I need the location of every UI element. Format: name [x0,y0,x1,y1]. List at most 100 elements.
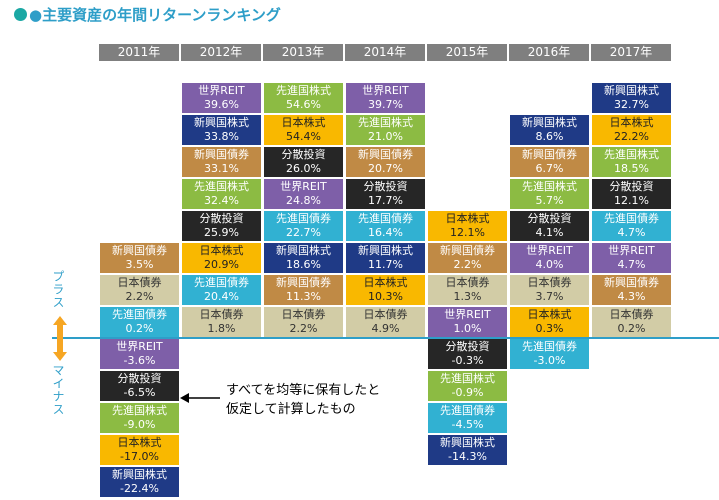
cell-asset-label: 先進国債券 [112,308,167,321]
left-arrow-icon [180,393,220,403]
cell-value-label: 18.5% [614,162,649,175]
cell-0-neg-1: 分散投資 -6.5% [99,370,180,402]
cell-0-pos-1: 日本債券 2.2% [99,274,180,306]
cell-asset-label: 分散投資 [363,180,408,193]
cell-asset-label: 日本債券 [117,276,162,289]
cell-value-label: 2.2% [453,258,482,271]
cell-0-neg-4: 新興国株式 -22.4% [99,466,180,498]
cell-value-label: 25.9% [204,226,239,239]
cell-asset-label: 分散投資 [117,372,162,385]
cell-asset-label: 世界REIT [116,340,163,353]
cell-asset-label: 日本債券 [527,276,572,289]
minus-label: マイナス [51,364,65,416]
cell-value-label: -0.3% [451,354,484,367]
cell-value-label: 21.0% [368,130,403,143]
cell-value-label: 5.7% [535,194,564,207]
cell-asset-label: 新興国株式 [522,116,577,129]
cell-asset-label: 新興国株式 [604,84,659,97]
cell-value-label: 16.4% [368,226,403,239]
cell-asset-label: 日本株式 [117,436,162,449]
cell-value-label: 1.0% [453,322,482,335]
cell-1-pos-6: 先進国債券 20.4% [181,274,262,306]
cell-value-label: 54.4% [286,130,321,143]
cell-value-label: 4.7% [617,258,646,271]
cell-asset-label: 日本株式 [609,116,654,129]
cell-6-pos-4: 先進国債券 4.7% [591,210,672,242]
cell-value-label: 32.4% [204,194,239,207]
cell-value-label: 1.3% [453,290,482,303]
cell-value-label: 8.6% [535,130,564,143]
cell-asset-label: 先進国債券 [276,212,331,225]
cell-6-pos-6: 新興国債券 4.3% [591,274,672,306]
cell-6-pos-0: 新興国株式 32.7% [591,82,672,114]
cell-1-pos-0: 世界REIT 39.6% [181,82,262,114]
cell-asset-label: 日本株式 [445,212,490,225]
cell-3-pos-6: 日本株式 10.3% [345,274,426,306]
title-text: ●主要資産の年間リターンランキング [29,6,281,24]
cell-asset-label: 分散投資 [527,212,572,225]
column-header-4: 2015年 [427,44,507,61]
cell-3-pos-0: 世界REIT 39.7% [345,82,426,114]
plus-label: プラス [51,270,65,309]
cell-value-label: 22.2% [614,130,649,143]
column-header-2: 2013年 [263,44,343,61]
cell-value-label: 24.8% [286,194,321,207]
cell-value-label: 54.6% [286,98,321,111]
cell-asset-label: 先進国債券 [358,212,413,225]
cell-3-pos-1: 先進国株式 21.0% [345,114,426,146]
cell-asset-label: 新興国債券 [276,276,331,289]
cell-0-neg-0: 世界REIT -3.6% [99,338,180,370]
cell-6-pos-3: 分散投資 12.1% [591,178,672,210]
cell-value-label: 10.3% [368,290,403,303]
cell-value-label: -14.3% [448,450,487,463]
cell-asset-label: 日本債券 [281,308,326,321]
cell-asset-label: 先進国株式 [604,148,659,161]
cell-asset-label: 先進国株式 [440,372,495,385]
cell-asset-label: 新興国債券 [604,276,659,289]
annotation-line-1: すべてを均等に保有したと [226,383,381,398]
cell-0-neg-2: 先進国株式 -9.0% [99,402,180,434]
cell-value-label: 3.7% [535,290,564,303]
cell-value-label: 1.8% [207,322,236,335]
cell-5-neg-0: 先進国債券 -3.0% [509,338,590,370]
cell-1-pos-4: 分散投資 25.9% [181,210,262,242]
cell-2-pos-0: 先進国株式 54.6% [263,82,344,114]
cell-5-pos-5: 日本債券 3.7% [509,274,590,306]
cell-asset-label: 世界REIT [444,308,491,321]
cell-2-pos-2: 分散投資 26.0% [263,146,344,178]
cell-asset-label: 新興国株式 [358,244,413,257]
cell-value-label: -0.9% [451,386,484,399]
cell-value-label: 11.7% [368,258,403,271]
cell-0-pos-2: 先進国債券 0.2% [99,306,180,338]
cell-asset-label: 先進国株式 [276,84,331,97]
cell-0-pos-0: 新興国債券 3.5% [99,242,180,274]
column-header-0: 2011年 [99,44,179,61]
cell-value-label: -3.6% [123,354,156,367]
cell-value-label: 20.7% [368,162,403,175]
bullet-dot-icon [14,8,27,21]
cell-5-pos-1: 新興国債券 6.7% [509,146,590,178]
cell-asset-label: 世界REIT [526,244,573,257]
cell-asset-label: 新興国債券 [440,244,495,257]
cell-3-pos-2: 新興国債券 20.7% [345,146,426,178]
cell-asset-label: 日本債券 [363,308,408,321]
cell-value-label: -4.5% [451,418,484,431]
cell-asset-label: 世界REIT [608,244,655,257]
cell-asset-label: 世界REIT [198,84,245,97]
cell-value-label: 12.1% [450,226,485,239]
cell-4-neg-2: 先進国債券 -4.5% [427,402,508,434]
cell-asset-label: 先進国株式 [522,180,577,193]
cell-value-label: 4.9% [371,322,400,335]
cell-asset-label: 先進国債券 [194,276,249,289]
cell-2-pos-6: 新興国債券 11.3% [263,274,344,306]
cell-value-label: 4.3% [617,290,646,303]
cell-3-pos-4: 先進国債券 16.4% [345,210,426,242]
cell-4-pos-3: 世界REIT 1.0% [427,306,508,338]
cell-3-pos-7: 日本債券 4.9% [345,306,426,338]
cell-asset-label: 分散投資 [445,340,490,353]
cell-asset-label: 先進国債券 [604,212,659,225]
cell-5-pos-6: 日本株式 0.3% [509,306,590,338]
cell-value-label: 12.1% [614,194,649,207]
cell-6-pos-1: 日本株式 22.2% [591,114,672,146]
cell-value-label: 11.3% [286,290,321,303]
